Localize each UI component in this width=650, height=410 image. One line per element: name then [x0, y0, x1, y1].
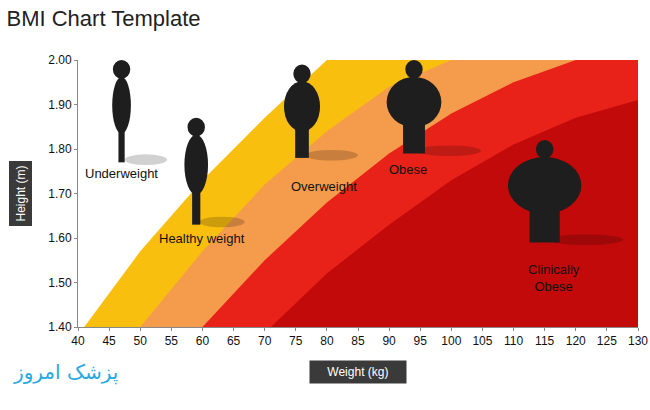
- svg-text:1.60: 1.60: [48, 231, 72, 245]
- svg-text:1.40: 1.40: [48, 320, 72, 334]
- svg-text:2.00: 2.00: [48, 53, 72, 67]
- svg-text:Overweight: Overweight: [291, 179, 357, 194]
- svg-text:120: 120: [566, 334, 586, 348]
- svg-text:50: 50: [134, 334, 148, 348]
- svg-text:80: 80: [320, 334, 334, 348]
- svg-text:Weight (kg): Weight (kg): [314, 365, 402, 379]
- svg-text:1.80: 1.80: [48, 142, 72, 156]
- svg-text:100: 100: [441, 334, 461, 348]
- svg-text:Height (m): Height (m): [14, 165, 28, 221]
- svg-text:55: 55: [165, 334, 179, 348]
- svg-text:115: 115: [535, 334, 554, 348]
- svg-text:130: 130: [628, 334, 648, 348]
- svg-text:Underweight: Underweight: [85, 166, 158, 181]
- svg-text:75: 75: [289, 334, 303, 348]
- svg-text:90: 90: [382, 334, 396, 348]
- svg-text:Healthy weight: Healthy weight: [159, 231, 245, 246]
- svg-text:40: 40: [71, 334, 85, 348]
- svg-text:105: 105: [472, 334, 492, 348]
- svg-text:60: 60: [196, 334, 210, 348]
- svg-text:95: 95: [414, 334, 428, 348]
- svg-text:1.70: 1.70: [48, 187, 72, 201]
- svg-text:70: 70: [258, 334, 272, 348]
- svg-text:1.50: 1.50: [48, 276, 72, 290]
- svg-text:110: 110: [504, 334, 523, 348]
- svg-text:85: 85: [351, 334, 365, 348]
- svg-text:45: 45: [102, 334, 116, 348]
- svg-text:ClinicallyObese: ClinicallyObese: [528, 262, 580, 294]
- svg-text:پزشک امروز: پزشک امروز: [13, 360, 118, 385]
- svg-text:1.90: 1.90: [48, 98, 72, 112]
- svg-text:BMI Chart Template: BMI Chart Template: [7, 6, 201, 31]
- svg-text:Obese: Obese: [389, 162, 427, 177]
- svg-text:65: 65: [227, 334, 241, 348]
- svg-text:125: 125: [597, 334, 617, 348]
